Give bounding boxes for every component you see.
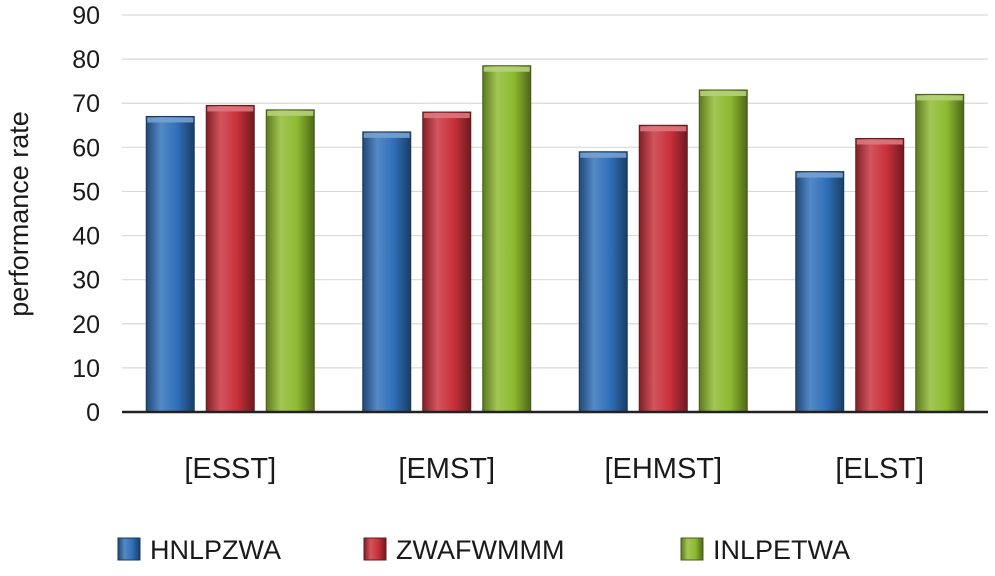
- y-tick-label: 70: [72, 90, 100, 118]
- legend: HNLPZWA ZWAFWMMM INLPETWA: [117, 535, 850, 565]
- bar-top-highlight: [147, 117, 194, 123]
- bar-top-highlight: [483, 66, 530, 72]
- x-axis-categories: [ESST] [EMST] [EHMST] [ELST]: [184, 453, 924, 485]
- y-tick-label: 60: [72, 134, 100, 162]
- bar-top-highlight: [700, 90, 747, 96]
- legend-swatch-inlpetwa: [680, 537, 704, 561]
- bar-inlpetwa-0: [265, 109, 315, 413]
- bar-inlpetwa-3: [915, 93, 965, 413]
- bar-zwafwmmm-1: [422, 111, 472, 413]
- x-category-label: [EHMST]: [604, 453, 722, 485]
- y-tick-label: 10: [72, 355, 100, 383]
- legend-swatch-hnlpzwa: [117, 537, 141, 561]
- x-category-label: [ESST]: [184, 453, 276, 485]
- bar-top-highlight: [363, 132, 410, 138]
- y-tick-label: 40: [72, 223, 100, 251]
- x-category-label: [ELST]: [835, 453, 924, 485]
- y-tick-label: 20: [72, 311, 100, 339]
- bar-top-highlight: [856, 139, 903, 145]
- bar-top-highlight: [207, 106, 254, 112]
- y-tick-label: 0: [86, 399, 100, 427]
- bar-inlpetwa-2: [698, 89, 748, 413]
- x-category-label: [EMST]: [398, 453, 495, 485]
- legend-label: ZWAFWMMM: [396, 535, 564, 565]
- bar-top-highlight: [267, 110, 314, 116]
- bar-hnlpzwa-1: [362, 131, 412, 413]
- bar-top-highlight: [580, 152, 627, 158]
- bar-top-highlight: [796, 172, 843, 178]
- bar-top-highlight: [640, 126, 687, 132]
- y-tick-label: 50: [72, 178, 100, 206]
- legend-label: HNLPZWA: [150, 535, 281, 565]
- y-tick-label: 90: [72, 2, 100, 30]
- bar-zwafwmmm-3: [855, 138, 905, 413]
- bar-inlpetwa-1: [482, 65, 532, 413]
- bar-top-highlight: [423, 113, 470, 119]
- bar-hnlpzwa-3: [795, 171, 845, 413]
- bar-hnlpzwa-0: [145, 115, 195, 413]
- bar-zwafwmmm-0: [205, 104, 255, 413]
- bar-hnlpzwa-2: [578, 151, 628, 413]
- y-tick-label: 80: [72, 46, 100, 74]
- bar-zwafwmmm-2: [638, 124, 688, 413]
- y-axis-title: performance rate: [4, 111, 34, 317]
- y-axis-ticks: 0 10 20 30 40 50 60 70 80 90: [72, 2, 100, 427]
- bar-top-highlight: [916, 95, 963, 101]
- legend-label: INLPETWA: [713, 535, 850, 565]
- y-tick-label: 30: [72, 267, 100, 295]
- bars: [145, 65, 965, 413]
- legend-swatch-zwafwmmm: [363, 537, 387, 561]
